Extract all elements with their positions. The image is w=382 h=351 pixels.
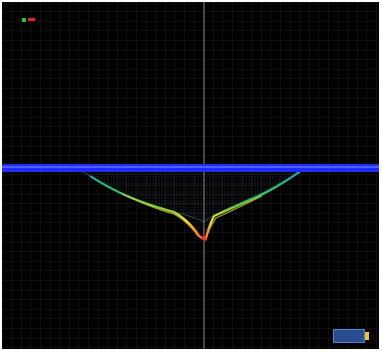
sonar-plot-area[interactable]: [2, 2, 379, 349]
depth-profile: [79, 169, 303, 241]
brand-logo[interactable]: [333, 329, 369, 343]
legend-green-marker: [22, 18, 26, 22]
deepest-point-marker: [201, 235, 207, 241]
waterline-highlight: [2, 166, 379, 168]
profile-upper-body: [79, 169, 303, 223]
legend-swatch: [22, 17, 36, 23]
sonar-grid: [2, 2, 379, 349]
legend-red-marker: [28, 18, 35, 21]
brand-logo-icon: [365, 332, 369, 340]
